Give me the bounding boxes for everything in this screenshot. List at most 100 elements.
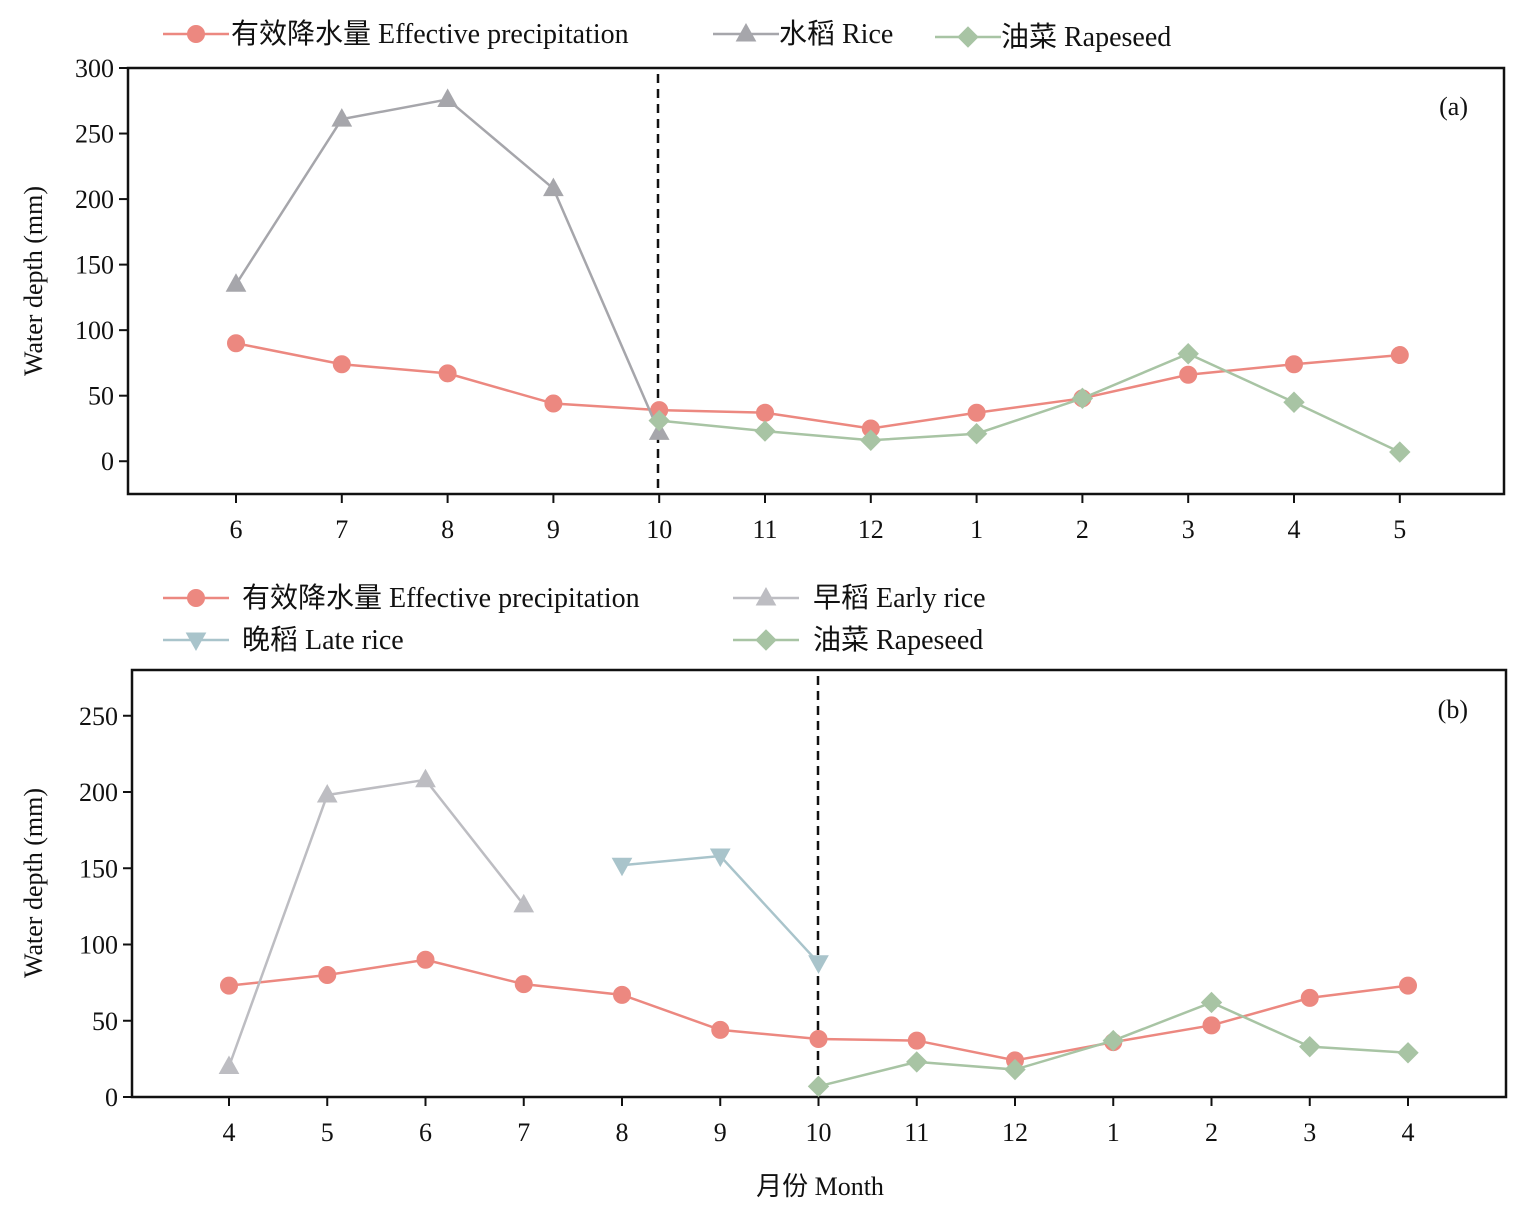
y-tick-label: 250 (75, 120, 114, 149)
legend-0-label: 有效降水量 Effective precipitation (231, 18, 629, 50)
series-0-point (544, 394, 563, 413)
x-tick-label: 6 (230, 515, 243, 544)
series-0-point (809, 1030, 828, 1049)
series-0-point (438, 364, 457, 383)
legend-1-marker (755, 586, 777, 606)
series-2-point (1071, 387, 1094, 410)
x-tick-label: 3 (1182, 515, 1195, 544)
series-2-point (709, 848, 731, 868)
panel-b-legend: 有效降水量 Effective precipitation 早稻 Early ri… (163, 582, 986, 656)
series-3-point (1200, 991, 1223, 1014)
series-2-point (1389, 441, 1411, 463)
series-1-point (543, 177, 564, 197)
panel-a-plot-area (225, 74, 1411, 494)
series-0-point (756, 403, 774, 422)
series-2-point (1177, 343, 1199, 365)
x-tick-label: 5 (321, 1118, 334, 1147)
panel-b-y-axis-title: Water depth (mm) (19, 788, 48, 978)
legend-2-marker (957, 26, 979, 48)
series-2-point (860, 429, 882, 451)
legend-0-marker (187, 589, 205, 607)
panel-b-x-axis-title: 月份 Month (756, 1172, 884, 1201)
x-tick-label: 4 (1288, 515, 1301, 544)
x-tick-label: 1 (1107, 1118, 1120, 1147)
series-0-point (1179, 365, 1198, 384)
x-tick-label: 4 (223, 1118, 236, 1147)
series-0-point (711, 1020, 730, 1039)
panel-a-legend: 有效降水量 Effective precipitation 水稻 Rice 油菜 R… (163, 18, 1171, 53)
series-1-line (234, 98, 661, 433)
y-tick-label: 150 (75, 251, 114, 280)
panel-b-plot-area (218, 676, 1419, 1098)
legend-3-label: 油菜 Rapeseed (813, 624, 983, 656)
legend-2-marker (185, 632, 207, 652)
y-tick-label: 0 (105, 1083, 118, 1112)
legend-0-marker (187, 25, 205, 43)
series-0-point (1300, 988, 1319, 1007)
x-tick-label: 11 (904, 1118, 929, 1147)
series-2-line (621, 854, 820, 964)
x-tick-label: 4 (1402, 1118, 1415, 1147)
x-tick-label: 8 (441, 515, 454, 544)
series-3-point (1299, 1035, 1321, 1058)
series-0-point (318, 966, 337, 984)
y-tick-label: 100 (79, 931, 118, 960)
series-3-point (1397, 1042, 1419, 1064)
x-tick-label: 12 (1002, 1118, 1028, 1147)
y-tick-label: 250 (79, 702, 118, 731)
series-3-point (906, 1051, 928, 1073)
series-0-point (227, 334, 245, 353)
series-3-point (1004, 1058, 1026, 1081)
series-2-point (1283, 391, 1305, 413)
series-1-point (225, 273, 247, 292)
series-1-point (218, 1055, 240, 1074)
series-0-point (220, 976, 238, 995)
series-2-point (648, 409, 670, 432)
x-tick-label: 10 (806, 1118, 832, 1147)
series-3-point (1102, 1029, 1124, 1052)
x-tick-label: 7 (335, 515, 348, 544)
series-2-point (611, 857, 633, 877)
x-tick-label: 5 (1393, 515, 1406, 544)
y-tick-label: 50 (92, 1007, 118, 1036)
series-1-point (331, 108, 353, 127)
series-2-line (659, 352, 1401, 454)
x-tick-label: 11 (752, 515, 777, 544)
series-1-point (316, 784, 338, 803)
x-tick-label: 9 (547, 515, 560, 544)
series-2-point (754, 420, 776, 442)
panel-a-label: (a) (1439, 92, 1468, 121)
y-tick-label: 100 (75, 316, 114, 345)
panel-b-label: (b) (1438, 695, 1468, 724)
y-tick-label: 50 (88, 382, 114, 411)
panel-b-chart: 有效降水量 Effective precipitation 早稻 Early ri… (19, 582, 1508, 1201)
legend-1-label: 水稻 Rice (779, 18, 893, 50)
y-tick-label: 200 (79, 778, 118, 807)
legend-3-marker (755, 629, 777, 651)
y-tick-label: 150 (79, 854, 118, 883)
series-0-point (907, 1031, 926, 1050)
x-tick-label: 6 (419, 1118, 432, 1147)
series-0-point (416, 950, 435, 969)
legend-1-label: 早稻 Early rice (813, 582, 986, 614)
legend-1-marker (735, 22, 757, 42)
series-1-point (437, 88, 458, 107)
panel-a-y-axis-title: Water depth (mm) (19, 186, 48, 376)
x-tick-label: 8 (616, 1118, 629, 1147)
x-tick-label: 12 (858, 515, 884, 544)
x-tick-label: 1 (970, 515, 983, 544)
legend-2-label: 油菜 Rapeseed (1001, 21, 1171, 53)
series-0-point (613, 985, 631, 1004)
x-tick-label: 3 (1303, 1118, 1316, 1147)
x-tick-label: 9 (714, 1118, 727, 1147)
series-0-point (514, 975, 533, 994)
series-0-line (235, 342, 1400, 430)
series-1-line (227, 778, 525, 1067)
x-tick-label: 2 (1205, 1118, 1218, 1147)
series-0-point (1285, 355, 1303, 374)
series-0-point (1399, 976, 1417, 995)
legend-2-label: 晚稻 Late rice (242, 624, 404, 656)
